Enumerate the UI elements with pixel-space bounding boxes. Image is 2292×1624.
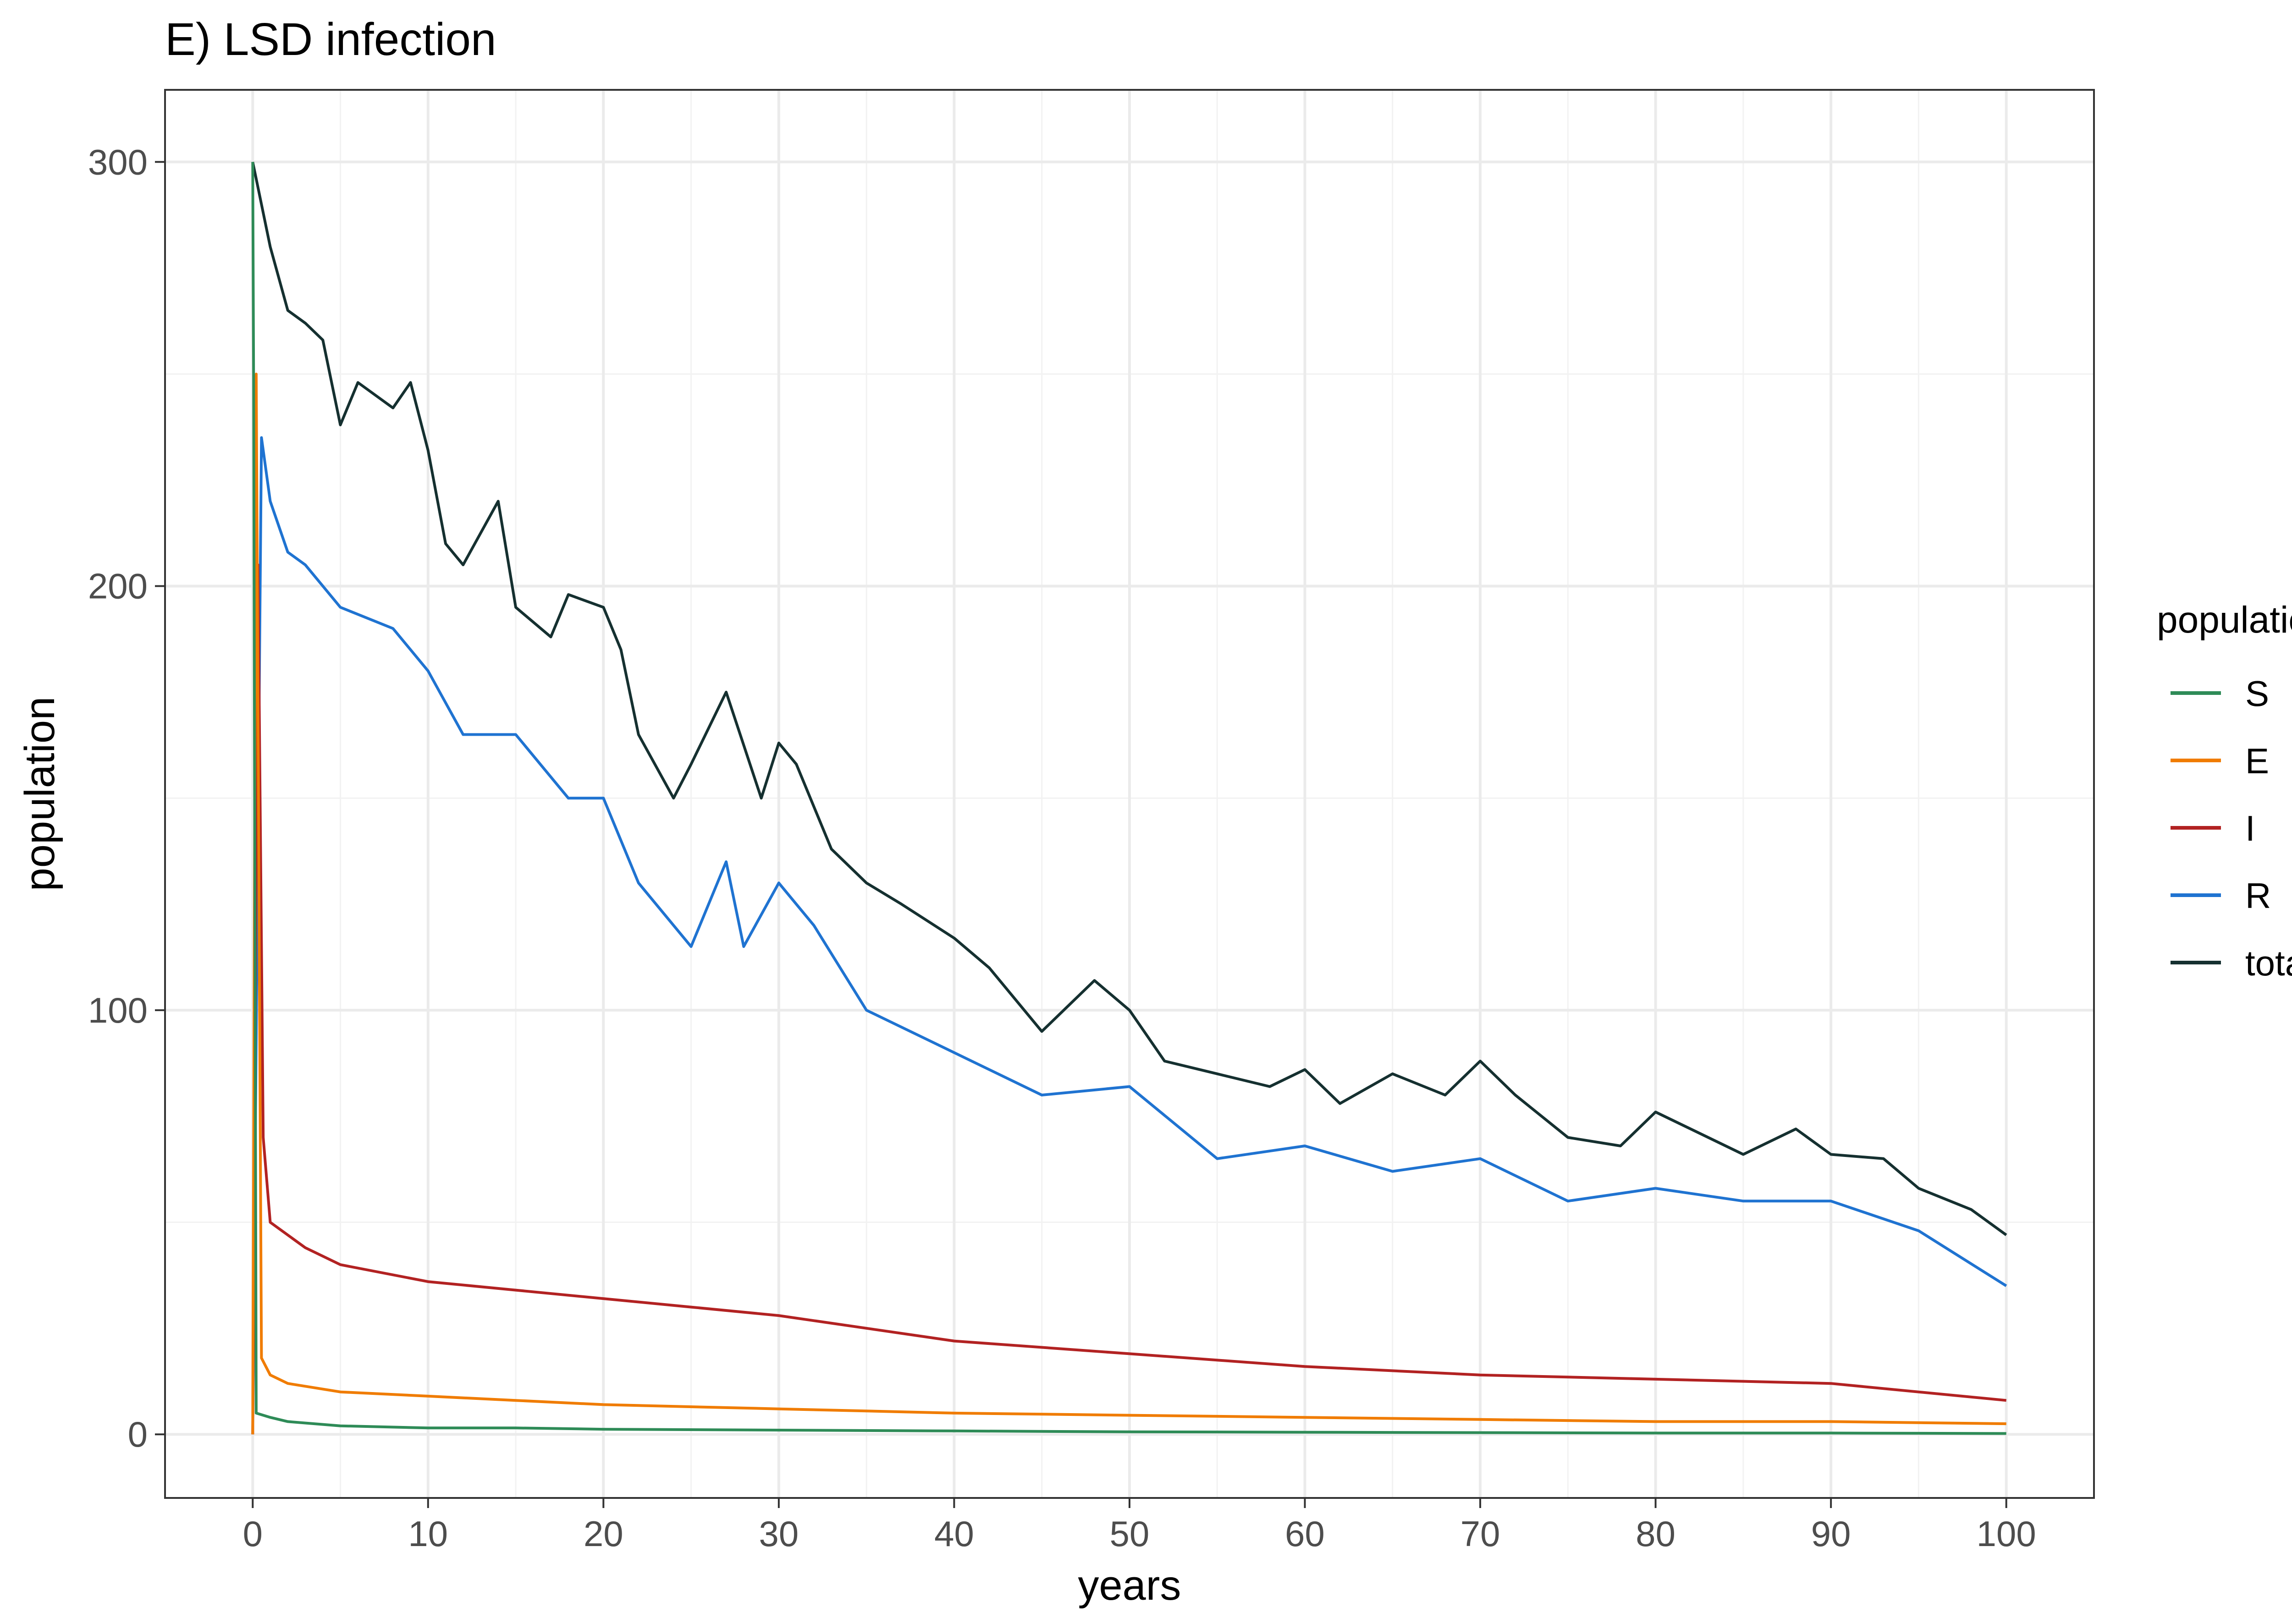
y-tick-label: 300 — [88, 142, 148, 182]
y-tick-label: 100 — [88, 990, 148, 1030]
grid — [165, 90, 2094, 1498]
series-layer — [251, 161, 2007, 1435]
x-tick-label: 30 — [759, 1514, 799, 1554]
x-tick-label: 60 — [1285, 1514, 1325, 1554]
series-line-I — [251, 563, 2006, 1435]
legend-label-I: I — [2245, 808, 2255, 848]
x-tick-label: 50 — [1110, 1514, 1150, 1554]
legend-title: population — [2157, 599, 2292, 641]
x-tick-label: 80 — [1636, 1514, 1675, 1554]
legend-label-E: E — [2245, 741, 2269, 781]
x-axis-title: years — [1078, 1562, 1181, 1609]
series-line-S — [251, 162, 2006, 1435]
x-tick-label: 100 — [1977, 1514, 2036, 1554]
x-tick-label: 90 — [1811, 1514, 1851, 1554]
x-tick-label: 10 — [408, 1514, 448, 1554]
series-line-total — [251, 161, 2007, 1236]
series-line-E — [251, 373, 2006, 1435]
legend-label-total: total — [2245, 943, 2292, 983]
x-tick-label: 0 — [243, 1514, 263, 1554]
legend: population SEIRtotal — [2157, 599, 2292, 983]
chart-title: E) LSD infection — [165, 14, 496, 65]
x-tick-label: 70 — [1460, 1514, 1500, 1554]
y-tick-label: 0 — [128, 1414, 148, 1454]
y-tick-label: 200 — [88, 566, 148, 606]
x-axis: 0 10 20 30 40 50 60 70 80 90 100 — [243, 1498, 2036, 1554]
y-axis-title: population — [17, 697, 63, 892]
x-tick-label: 40 — [934, 1514, 974, 1554]
legend-label-R: R — [2245, 875, 2271, 916]
x-tick-label: 20 — [584, 1514, 623, 1554]
y-axis: 0 100 200 300 — [88, 142, 165, 1454]
series-line-R — [251, 436, 2007, 1435]
legend-label-S: S — [2245, 673, 2269, 714]
